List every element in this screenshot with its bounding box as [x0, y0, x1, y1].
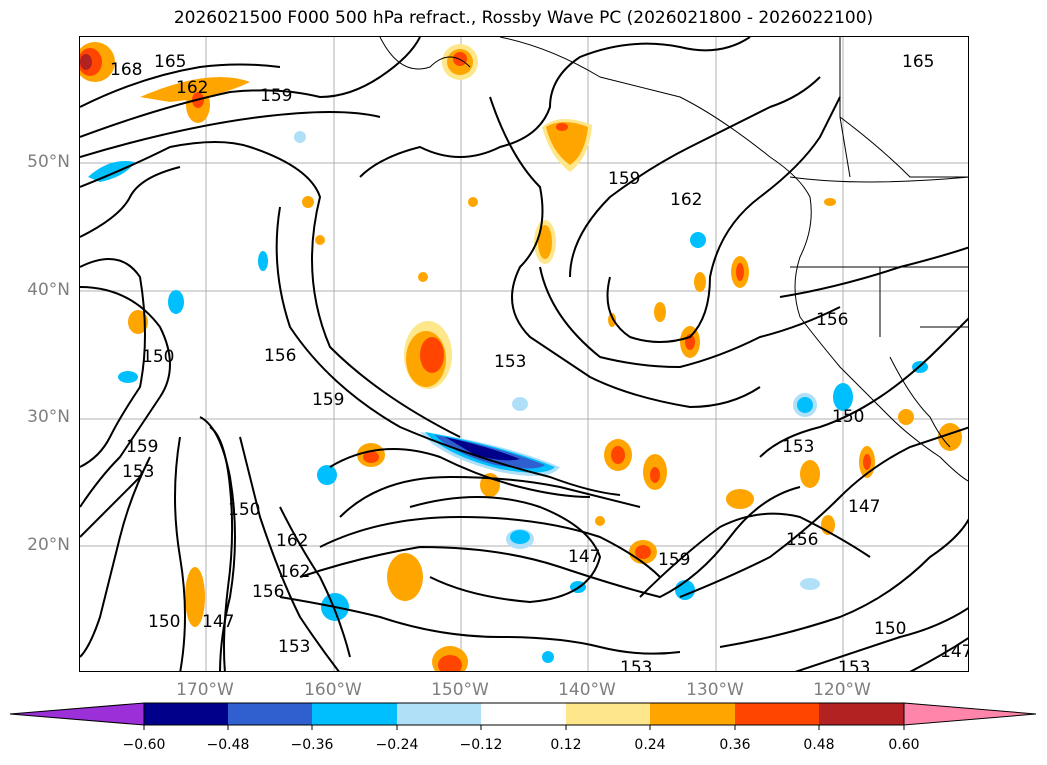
map-canvas: 168 165 162 159 159 162 165 156 156 159 …: [80, 37, 969, 672]
contour-labels: 168 165 162 159 159 162 165 156 156 159 …: [110, 52, 969, 672]
contour-label: 162: [276, 531, 308, 551]
contour-label: 150: [148, 612, 180, 632]
contour-label: 168: [110, 60, 142, 80]
contour-label: 147: [202, 612, 234, 632]
colorbar-tick-label: −0.48: [206, 737, 250, 753]
contour-label: 153: [838, 658, 870, 672]
lat-label-30n: 30°N: [27, 407, 70, 427]
contour-label: 153: [782, 437, 814, 457]
colorbar-tick-label: −0.24: [375, 737, 419, 753]
contour-label: 165: [902, 52, 934, 72]
colorbar-tick-label: 0.60: [888, 737, 920, 753]
contour-label: 159: [608, 169, 640, 189]
colorbar-tick-label: −0.12: [459, 737, 503, 753]
contour-label: 156: [252, 582, 284, 602]
colorbar-tick-label: 0.48: [803, 737, 835, 753]
coastlines: [379, 37, 968, 482]
lon-label-150w: 150°W: [431, 680, 489, 700]
contour-label: 156: [786, 530, 818, 550]
colorbar-segment: [650, 703, 735, 725]
contour-label: 159: [658, 550, 690, 570]
colorbar-extend-min: [10, 702, 145, 726]
contour-label: 159: [126, 437, 158, 457]
lon-label-130w: 130°W: [686, 680, 744, 700]
colorbar-segment: [481, 703, 566, 725]
colorbar-segment: [819, 703, 904, 725]
colorbar-segment: [735, 703, 819, 725]
contour-label: 162: [278, 562, 310, 582]
contour-label: 150: [228, 500, 260, 520]
map-panel: 168 165 162 159 159 162 165 156 156 159 …: [79, 36, 969, 672]
colorbar-tick-label: 0.36: [719, 737, 751, 753]
contour-label: 147: [848, 497, 880, 517]
lon-label-140w: 140°W: [558, 680, 616, 700]
lon-label-160w: 160°W: [304, 680, 362, 700]
colorbar-segment: [228, 703, 312, 725]
contour-label: 153: [494, 352, 526, 372]
colorbar: [10, 702, 1037, 730]
map-title: 2026021500 F000 500 hPa refract., Rossby…: [173, 8, 874, 28]
lon-label-170w: 170°W: [176, 680, 234, 700]
height-contours: [80, 37, 968, 671]
colorbar-extend-max: [903, 702, 1037, 726]
contour-label: 150: [874, 619, 906, 639]
contour-label: 159: [312, 390, 344, 410]
colorbar-segment: [144, 703, 228, 725]
lon-label-120w: 120°W: [813, 680, 871, 700]
contour-label: 156: [816, 310, 848, 330]
colorbar-tick-label: −0.36: [290, 737, 334, 753]
colorbar-tick-label: 0.24: [634, 737, 666, 753]
contour-label: 153: [122, 462, 154, 482]
contour-label: 147: [568, 547, 600, 567]
colorbar-segment: [312, 703, 397, 725]
colorbar-tick-label: −0.60: [122, 737, 166, 753]
colorbar-segment: [566, 703, 650, 725]
contour-label: 162: [176, 78, 208, 98]
lat-label-20n: 20°N: [27, 535, 70, 555]
contour-label: 159: [260, 86, 292, 106]
contour-label: 156: [264, 346, 296, 366]
contour-label: 147: [940, 642, 969, 662]
lat-label-40n: 40°N: [27, 280, 70, 300]
colorbar-tick-label: 0.12: [550, 737, 582, 753]
contour-label: 153: [278, 637, 310, 657]
contour-label: 150: [832, 407, 864, 427]
lat-label-50n: 50°N: [27, 152, 70, 172]
contour-label: 165: [154, 52, 186, 72]
contour-label: 162: [670, 190, 702, 210]
colorbar-segment: [397, 703, 481, 725]
contour-label: 153: [620, 658, 652, 672]
contour-label: 150: [142, 347, 174, 367]
